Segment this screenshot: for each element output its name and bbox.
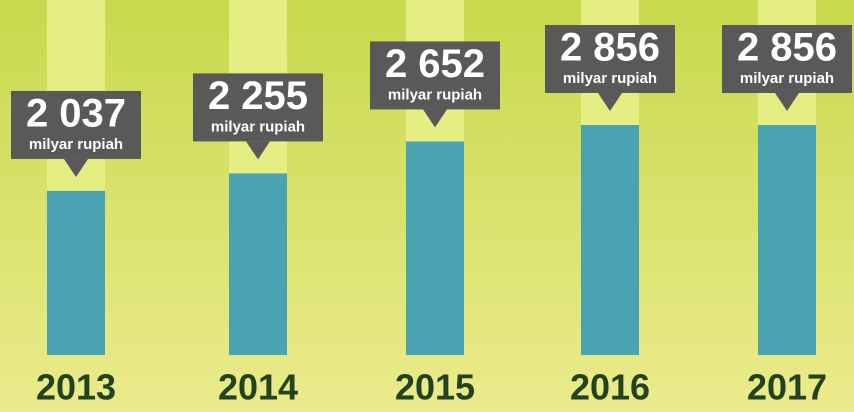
label-box (545, 25, 675, 93)
label-pointer (246, 141, 270, 160)
x-tick-label: 2014 (218, 367, 298, 408)
label-box (193, 73, 323, 142)
unit-label: milyar rupiah (563, 70, 657, 87)
label-pointer (423, 109, 447, 128)
label-pointer (64, 158, 88, 177)
label-box (11, 90, 141, 159)
label-pointer (598, 93, 622, 111)
unit-label: milyar rupiah (388, 86, 482, 103)
value-label: 2 255 (208, 74, 308, 118)
label-box (722, 25, 852, 93)
bar (47, 190, 105, 355)
bar (758, 125, 816, 355)
unit-label: milyar rupiah (211, 118, 305, 135)
x-tick-label: 2013 (36, 367, 116, 408)
label-box (370, 41, 500, 110)
value-label: 2 652 (385, 42, 485, 86)
bar (581, 125, 639, 355)
x-tick-label: 2016 (570, 367, 650, 408)
value-label: 2 856 (737, 26, 837, 70)
unit-label: milyar rupiah (29, 136, 123, 153)
bar (406, 141, 464, 355)
value-label: 2 037 (26, 92, 126, 136)
value-label: 2 856 (560, 26, 660, 70)
x-tick-label: 2015 (395, 367, 475, 408)
label-pointer (775, 93, 799, 111)
bar (229, 173, 287, 355)
x-tick-label: 2017 (747, 367, 827, 408)
unit-label: milyar rupiah (740, 70, 834, 87)
